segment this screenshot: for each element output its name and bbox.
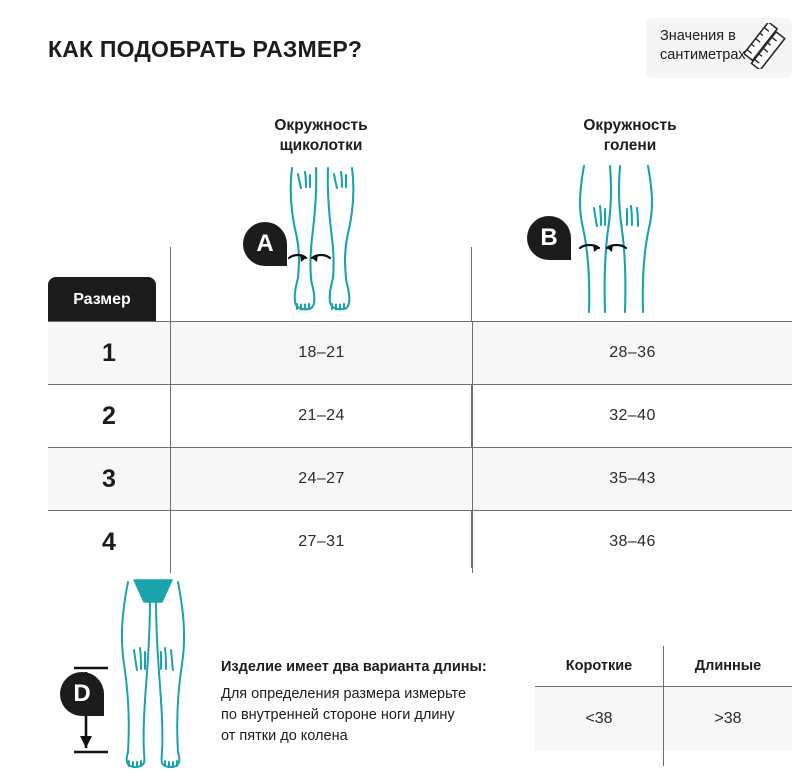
- cell-ankle: 21–24: [170, 384, 473, 448]
- length-instructions-title: Изделие имеет два варианта длины:: [221, 659, 487, 675]
- marker-badge-d: D: [60, 672, 104, 716]
- column-header-calf: Окружность голени: [480, 116, 780, 156]
- page-title: КАК ПОДОБРАТЬ РАЗМЕР?: [48, 36, 363, 62]
- marker-badge-b: B: [527, 216, 571, 260]
- cell-size: 4: [102, 527, 116, 556]
- units-badge-text: Значения в сантиметрах: [660, 27, 756, 65]
- table-row: 1 18–21 28–36: [48, 321, 792, 385]
- length-value-long: >38: [663, 686, 792, 751]
- table-row: 3 24–27 35–43: [48, 447, 792, 511]
- length-instructions-body: Для определения размера измерьте по внут…: [221, 684, 521, 747]
- cell-calf: 38–46: [472, 510, 792, 573]
- table-row: 4 27–31 38–46: [48, 510, 792, 573]
- column-header-calf-line2: голени: [603, 137, 657, 154]
- cell-ankle: 24–27: [170, 447, 473, 511]
- ankle-legs-illustration: [272, 166, 372, 314]
- length-header-long: Длинные: [663, 658, 792, 687]
- calf-legs-illustration: [562, 164, 672, 314]
- cell-size: 3: [48, 447, 171, 511]
- column-header-ankle: Окружность щиколотки: [180, 116, 462, 156]
- size-table-body: 1 18–21 28–36 2 21–24 32–40 3 24–27 35–4…: [48, 321, 792, 573]
- length-value-short: <38: [535, 686, 664, 751]
- cell-ankle: 18–21: [170, 321, 473, 385]
- length-instructions-line3: от пятки до колена: [221, 728, 348, 744]
- size-table: 1 18–21 28–36 2 21–24 32–40 3 24–27 35–4…: [48, 321, 792, 573]
- length-table-row: <38 >38: [535, 686, 792, 751]
- length-instructions: Изделие имеет два варианта длины: Для оп…: [221, 659, 521, 747]
- cell-ankle: 27–31: [170, 510, 473, 573]
- ruler-icon: [742, 20, 786, 72]
- length-table-header-row: Короткие Длинные: [535, 658, 792, 687]
- cell-calf: 35–43: [472, 447, 792, 511]
- length-instructions-line1: Для определения размера измерьте: [221, 686, 467, 702]
- column-header-calf-line1: Окружность: [583, 117, 677, 134]
- cell-size: 2: [48, 384, 171, 448]
- units-badge: Значения в сантиметрах: [646, 18, 792, 78]
- column-header-ankle-line1: Окружность: [274, 117, 368, 134]
- full-legs-illustration: [100, 576, 206, 772]
- cell-calf: 32–40: [472, 384, 792, 448]
- length-table: Короткие Длинные <38 >38: [535, 658, 792, 751]
- cell-size: 1: [48, 321, 171, 385]
- cell-calf: 28–36: [472, 321, 792, 385]
- length-header-short: Короткие: [535, 658, 664, 687]
- length-instructions-line2: по внутренней стороне ноги длину: [221, 707, 455, 723]
- size-column-label: Размер: [48, 277, 156, 322]
- marker-badge-a: A: [243, 222, 287, 266]
- column-header-ankle-line2: щиколотки: [279, 137, 363, 154]
- units-badge-line1: Значения в: [660, 28, 736, 44]
- units-badge-line2: сантиметрах: [660, 47, 746, 63]
- table-row: 2 21–24 32–40: [48, 384, 792, 448]
